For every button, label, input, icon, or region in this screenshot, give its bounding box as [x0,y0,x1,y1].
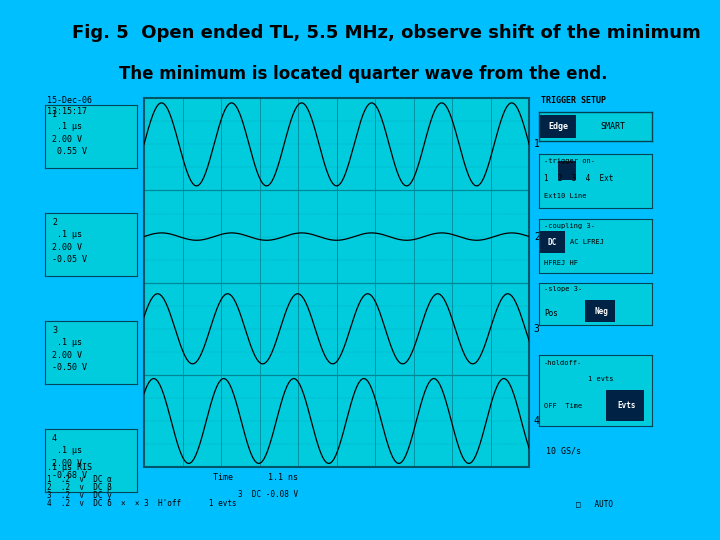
Text: DC: DC [548,238,557,247]
Text: 1: 1 [534,139,540,150]
Text: -trigger on-: -trigger on- [544,158,595,164]
Text: 3  DC -0.08 V: 3 DC -0.08 V [238,490,298,499]
Text: Neg: Neg [594,307,608,316]
Text: 2
 .1 μs
2.00 V
-0.05 V: 2 .1 μs 2.00 V -0.05 V [52,218,87,265]
Text: Pos: Pos [544,309,558,318]
Text: 1  2  3  4  Ext: 1 2 3 4 Ext [544,174,613,184]
Text: 4: 4 [534,416,540,426]
Text: 1  .2  v  DC α: 1 .2 v DC α [47,475,112,484]
Text: Ext10 Line: Ext10 Line [544,193,587,199]
Text: The minimum is located quarter wave from the end.: The minimum is located quarter wave from… [119,65,607,83]
Text: 4
 .1 μs
2.00 V
-0.68 V: 4 .1 μs 2.00 V -0.68 V [52,434,87,481]
Text: 4  .2  v  DC δ  ×  × 3  H'off      1 evts: 4 .2 v DC δ × × 3 H'off 1 evts [47,499,236,508]
FancyBboxPatch shape [606,390,644,421]
FancyBboxPatch shape [585,300,615,322]
Text: -slope 3-: -slope 3- [544,286,582,292]
Text: 3
 .1 μs
2.00 V
-0.50 V: 3 .1 μs 2.00 V -0.50 V [52,326,87,373]
FancyBboxPatch shape [558,161,576,180]
Text: -coupling 3-: -coupling 3- [544,223,595,229]
Text: 1
 .1 μs
2.00 V
 0.55 V: 1 .1 μs 2.00 V 0.55 V [52,110,87,157]
Text: 3  .2  v  DC γ: 3 .2 v DC γ [47,491,112,500]
Text: Evts: Evts [617,401,636,410]
Text: 15-Dec-06
13:15:17: 15-Dec-06 13:15:17 [47,96,92,116]
Text: AC LFREJ: AC LFREJ [570,239,604,246]
Text: -holdoff-: -holdoff- [544,360,582,366]
Text: Fig. 5  Open ended TL, 5.5 MHz, observe shift of the minimum: Fig. 5 Open ended TL, 5.5 MHz, observe s… [72,24,701,42]
Text: □   AUTO: □ AUTO [576,499,613,508]
Text: 3: 3 [534,324,540,334]
Text: 1 evts: 1 evts [588,376,614,382]
FancyBboxPatch shape [540,231,564,253]
FancyBboxPatch shape [540,115,576,138]
Text: OFF  Time: OFF Time [544,403,582,409]
Text: Time       1.1 ns: Time 1.1 ns [213,472,298,482]
Text: 10 GS/s: 10 GS/s [546,447,581,456]
Text: 2: 2 [534,232,540,241]
Text: HFREJ HF: HFREJ HF [544,260,578,266]
Text: .1 μs RIS: .1 μs RIS [47,463,92,472]
Text: Edge: Edge [548,122,568,131]
Text: 2  .2  v  DC β: 2 .2 v DC β [47,483,112,492]
Text: TRIGGER SETUP: TRIGGER SETUP [541,96,606,105]
Text: SMART: SMART [600,122,625,131]
